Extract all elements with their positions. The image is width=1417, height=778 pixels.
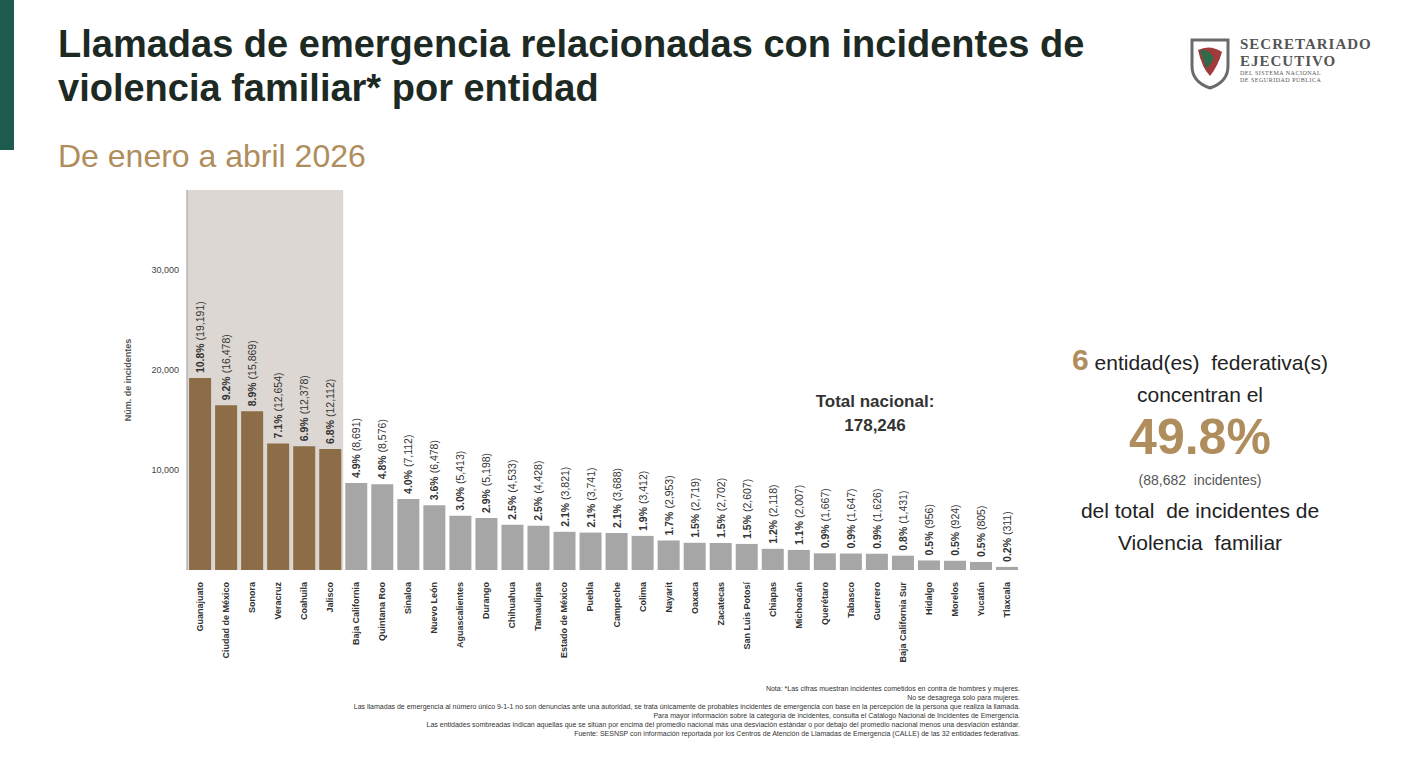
svg-text:Baja California: Baja California [351, 581, 361, 645]
svg-text:Yucatán: Yucatán [976, 582, 986, 617]
svg-text:0.5% (805): 0.5% (805) [975, 506, 987, 557]
html-text:Las entidades sombreadas indic: Las entidades sombreadas indican aquella… [426, 721, 1020, 728]
svg-text:Colima: Colima [638, 581, 648, 612]
svg-text:Aguascalientes: Aguascalientes [455, 582, 465, 648]
svg-text:Oaxaca: Oaxaca [690, 581, 700, 614]
svg-text:1.5% (2,607): 1.5% (2,607) [741, 479, 753, 539]
svg-text:Campeche: Campeche [612, 582, 622, 628]
svg-text:Coahuila: Coahuila [299, 581, 309, 620]
html-text:(88,682 incidentes): (88,682 incidentes) [1138, 472, 1262, 488]
svg-text:3.0% (5,413): 3.0% (5,413) [454, 451, 466, 511]
svg-text:Núm. de incidentes: Núm. de incidentes [123, 339, 133, 422]
svg-text:Sonora: Sonora [247, 581, 257, 613]
svg-text:Nayarit: Nayarit [664, 582, 674, 613]
html-text:Para mayor información sobre l: Para mayor información sobre la categorí… [653, 712, 1020, 719]
html-text:No se desagrega solo para muje: No se desagrega solo para mujeres. [907, 694, 1020, 701]
html-text:del total de incidentes de: del total de incidentes de [1080, 499, 1320, 522]
svg-text:2.1% (3,741): 2.1% (3,741) [585, 467, 597, 527]
svg-text:Puebla: Puebla [585, 581, 595, 612]
html-text:concentran el: concentran el [1137, 383, 1263, 406]
svg-text:4.0% (7,112): 4.0% (7,112) [402, 435, 414, 494]
html-text:SECRETARIADO: SECRETARIADO [1240, 36, 1372, 52]
svg-text:2.5% (4,533): 2.5% (4,533) [506, 460, 518, 520]
svg-text:20,000: 20,000 [151, 365, 179, 375]
svg-text:Querétaro: Querétaro [820, 581, 830, 625]
svg-text:2.5% (4,428): 2.5% (4,428) [532, 461, 544, 521]
svg-text:3.6% (6,478): 3.6% (6,478) [428, 440, 440, 500]
html-text:178,246: 178,246 [844, 416, 906, 435]
html-text:Total nacional:: Total nacional: [815, 392, 935, 411]
svg-text:10.8% (19,191): 10.8% (19,191) [194, 301, 206, 373]
svg-text:Sinaloa: Sinaloa [403, 581, 413, 614]
svg-text:Tlaxcala: Tlaxcala [1002, 581, 1012, 618]
html-text:Las llamadas de emergencia al: Las llamadas de emergencia al número úni… [353, 703, 1020, 710]
svg-text:2.1% (3,688): 2.1% (3,688) [611, 468, 623, 528]
svg-text:Veracruz: Veracruz [273, 582, 283, 620]
svg-text:1.2% (2,118): 1.2% (2,118) [767, 484, 779, 543]
svg-text:6.8% (12,112): 6.8% (12,112) [324, 379, 336, 444]
svg-text:2.1% (3,821): 2.1% (3,821) [559, 467, 571, 527]
svg-text:Jalisco: Jalisco [325, 582, 335, 613]
svg-text:4.8% (8,576): 4.8% (8,576) [376, 419, 388, 479]
svg-text:7.1% (12,654): 7.1% (12,654) [272, 372, 284, 438]
svg-text:Nuevo León: Nuevo León [429, 582, 439, 634]
svg-text:Chihuahua: Chihuahua [507, 581, 517, 628]
html-text:Nota: *Las cifras muestran inc: Nota: *Las cifras muestran incidentes co… [765, 685, 1020, 692]
svg-text:0.5% (956): 0.5% (956) [923, 504, 935, 555]
svg-text:0.9% (1,667): 0.9% (1,667) [819, 488, 831, 548]
svg-text:Hidalgo: Hidalgo [924, 581, 934, 615]
svg-text:Quintana Roo: Quintana Roo [377, 582, 387, 641]
html-text:DE SEGURIDAD PÚBLICA: DE SEGURIDAD PÚBLICA [1240, 77, 1322, 83]
svg-text:Michoacán: Michoacán [794, 582, 804, 629]
svg-text:1.5% (2,702): 1.5% (2,702) [715, 478, 727, 538]
html-text:Violencia familiar: Violencia familiar [1117, 531, 1283, 554]
svg-text:0.9% (1,647): 0.9% (1,647) [845, 488, 857, 548]
html-text:Fuente: SESNSP con información: Fuente: SESNSP con información reportada… [574, 730, 1020, 737]
svg-text:San Luis Potosí: San Luis Potosí [742, 582, 752, 650]
svg-text:Guanajuato: Guanajuato [195, 582, 205, 632]
svg-text:6.9% (12,378): 6.9% (12,378) [298, 375, 310, 441]
svg-text:Estado de México: Estado de México [559, 582, 569, 659]
svg-text:0.9% (1,626): 0.9% (1,626) [871, 489, 883, 549]
html-text:49.8%: 49.8% [1129, 409, 1271, 465]
html-text:DEL SISTEMA NACIONAL: DEL SISTEMA NACIONAL [1240, 70, 1322, 76]
svg-text:30,000: 30,000 [151, 265, 179, 275]
svg-text:Ciudad de México: Ciudad de México [221, 582, 231, 659]
html-text:EJECUTIVO: EJECUTIVO [1240, 53, 1337, 69]
svg-text:Chiapas: Chiapas [768, 582, 778, 617]
svg-text:Guerrero: Guerrero [872, 581, 882, 620]
svg-text:Zacatecas: Zacatecas [716, 582, 726, 626]
svg-text:Tabasco: Tabasco [846, 582, 856, 618]
html-text:Llamadas de emergencia relacio: Llamadas de emergencia relacionadas con … [58, 23, 1085, 109]
svg-text:Baja California Sur: Baja California Sur [898, 582, 908, 663]
svg-text:0.2% (311): 0.2% (311) [1001, 511, 1013, 562]
svg-text:1.7% (2,953): 1.7% (2,953) [663, 475, 675, 535]
svg-text:10,000: 10,000 [151, 465, 179, 475]
html-text:6 entidad(es) federativa(s): 6 entidad(es) federativa(s) [1072, 343, 1328, 376]
svg-text:0.8% (1,431): 0.8% (1,431) [897, 491, 909, 551]
svg-text:Tamaulipas: Tamaulipas [533, 582, 543, 631]
html-text:De enero a abril 2026: De enero a abril 2026 [58, 138, 366, 174]
svg-text:1.1% (2,007): 1.1% (2,007) [793, 485, 805, 545]
svg-text:2.9% (5,198): 2.9% (5,198) [480, 453, 492, 513]
svg-text:0.5% (924): 0.5% (924) [949, 504, 961, 555]
svg-text:1.9% (3,412): 1.9% (3,412) [637, 471, 649, 531]
svg-text:Durango: Durango [481, 582, 491, 620]
svg-text:8.9% (15,869): 8.9% (15,869) [246, 340, 258, 406]
svg-text:4.9% (8,691): 4.9% (8,691) [350, 418, 362, 478]
svg-text:Morelos: Morelos [950, 582, 960, 617]
svg-text:9.2% (16,478): 9.2% (16,478) [220, 334, 232, 400]
svg-text:1.5% (2,719): 1.5% (2,719) [689, 478, 701, 538]
